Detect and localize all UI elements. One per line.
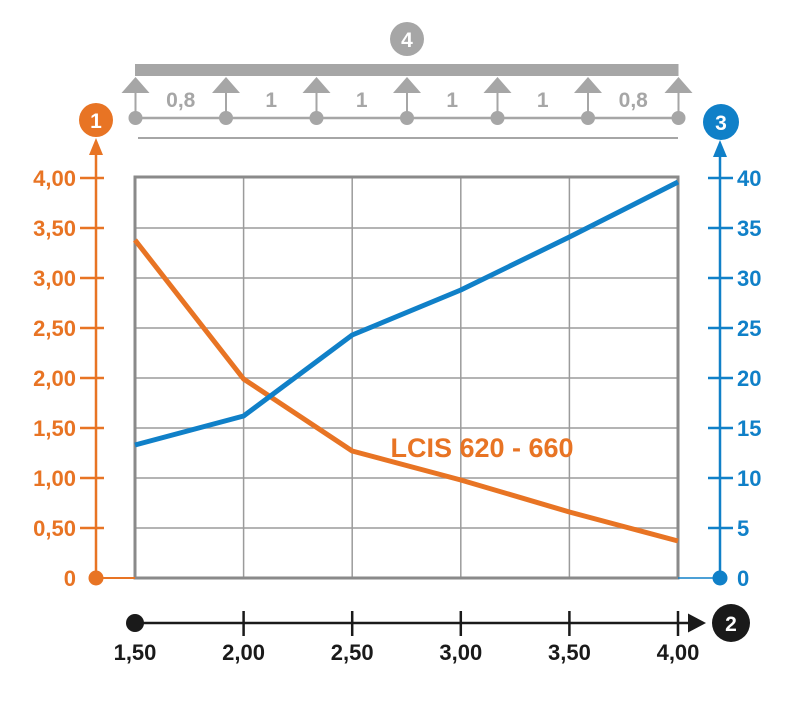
right-axis-arrow-icon [713,140,727,157]
bottom-axis-arrow-icon [688,613,706,633]
right-axis-tick-label: 40 [737,166,761,191]
badge-beam-circle [390,22,424,56]
left-axis-tick-label: 1,50 [33,416,76,441]
left-axis-tick-label: 3,00 [33,266,76,291]
support-triangle-icon [302,77,331,93]
beam-diagram: 0,8 1 1 1 1 0,8 [121,64,693,139]
badge-bottom-axis: 2 [712,604,750,642]
left-axis-tick-label: 0 [64,566,76,591]
left-axis-arrow-icon [89,138,103,155]
badge-bottom-axis-circle [712,604,750,642]
right-axis-tick-label: 30 [737,266,761,291]
right-axis-tick-label: 25 [737,316,761,341]
right-axis-tick-label: 15 [737,416,761,441]
badge-left-axis: 1 [79,103,113,137]
bottom-axis-tick-label: 3,50 [548,640,591,665]
left-axis-tick-label: 4,00 [33,166,76,191]
left-axis-tick-label: 2,50 [33,316,76,341]
span-label: 0,8 [166,89,196,112]
bottom-axis-tick-label: 3,00 [439,640,482,665]
support-triangle-icon [121,77,150,93]
left-axis-tick-label: 2,00 [33,366,76,391]
badge-right-axis-number: 3 [715,112,727,135]
plot-border [133,175,680,580]
left-axis-tick-label: 0,50 [33,516,76,541]
plot-area [133,175,680,580]
span-label: 1 [537,89,549,112]
support-triangle-icon [483,77,512,93]
right-axis: 40 35 30 25 20 15 10 5 0 [678,140,761,591]
support-triangle-icon [664,77,693,93]
bottom-axis-tick-label: 1,50 [114,640,157,665]
bottom-axis-origin-dot [126,614,144,632]
curve-lcis [133,238,679,544]
bottom-axis-tick-label: 4,00 [657,640,700,665]
bottom-axis: 1,50 2,00 2,50 3,00 3,50 4,00 [114,611,706,665]
curve-secondary [134,179,680,448]
right-axis-tick-label: 35 [737,216,761,241]
bottom-axis-tick-label: 2,50 [331,640,374,665]
badge-right-axis-circle [703,104,739,140]
badge-bottom-axis-number: 2 [725,613,737,636]
right-axis-tick-label: 5 [737,516,749,541]
left-axis: 4,00 3,50 3,00 2,50 2,00 1,50 1,00 0,50 0 [33,138,135,591]
right-axis-origin-dot [712,570,728,586]
support-triangle-icon [574,77,602,93]
support-triangle-icon [212,77,240,93]
right-axis-tick-label: 10 [737,466,761,491]
badge-left-axis-circle [79,103,113,137]
span-label: 1 [265,89,277,112]
badge-beam: 4 [390,22,424,56]
right-axis-tick-label: 0 [737,566,749,591]
series-label: LCIS 620 - 660 [390,433,573,463]
bottom-axis-tick-label: 2,00 [222,640,265,665]
axes: 4,00 3,50 3,00 2,50 2,00 1,50 1,00 0,50 0 40 35 30 2… [33,138,761,665]
support-triangle-icon [393,77,421,93]
left-axis-tick-label: 1,00 [33,466,76,491]
badge-right-axis: 3 [703,104,739,140]
right-axis-tick-label: 20 [737,366,761,391]
span-label: 0,8 [619,89,649,112]
span-label: 1 [446,89,458,112]
badge-beam-number: 4 [401,29,413,52]
left-axis-tick-label: 3,50 [33,216,76,241]
badge-left-axis-number: 1 [90,110,102,133]
beam-bar [135,64,679,76]
span-label: 1 [356,89,368,112]
